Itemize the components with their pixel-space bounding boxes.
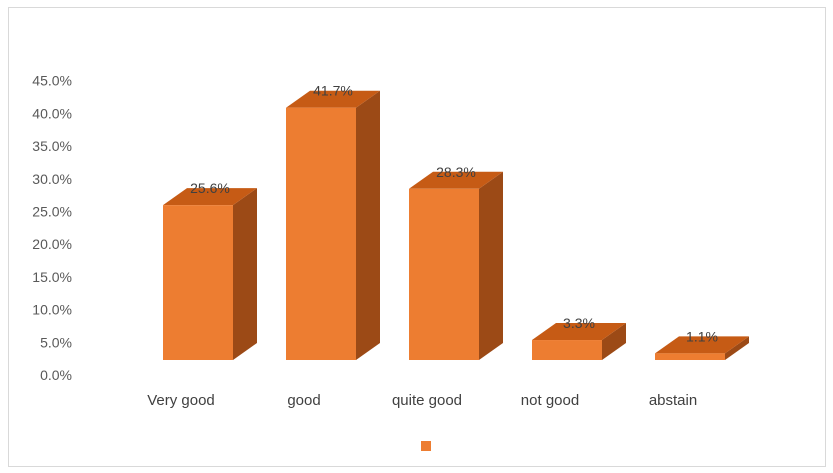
bar-side	[356, 90, 380, 360]
y-tick-label: 15.0%	[32, 269, 72, 285]
bar-side	[725, 336, 749, 360]
bar-good: 41.7%	[286, 83, 380, 360]
x-category-label: quite good	[392, 392, 462, 409]
bar-front	[163, 205, 233, 360]
y-tick-label: 25.0%	[32, 204, 72, 220]
bar-not-good: 3.3%	[532, 315, 626, 360]
y-tick-label: 40.0%	[32, 105, 72, 121]
bar-very-good: 25.6%	[163, 180, 257, 360]
data-label: 3.3%	[563, 315, 595, 331]
bar-front	[286, 107, 356, 360]
y-tick-label: 45.0%	[32, 73, 72, 89]
x-axis: Very good good quite good not good abstain	[147, 392, 697, 409]
bar-top	[409, 171, 503, 189]
bar-side	[602, 323, 626, 360]
data-label: 28.3%	[436, 164, 476, 180]
legend	[421, 441, 431, 451]
y-tick-label: 10.0%	[32, 302, 72, 318]
x-category-label: Very good	[147, 392, 215, 409]
bar-front	[409, 188, 479, 360]
y-tick-label: 35.0%	[32, 138, 72, 154]
y-tick-label: 30.0%	[32, 171, 72, 187]
bar-side	[233, 188, 257, 360]
y-tick-label: 0.0%	[40, 367, 72, 383]
bar-top	[163, 188, 257, 206]
y-axis: 0.0% 5.0% 10.0% 15.0% 20.0% 25.0% 30.0% 35.0% 40…	[32, 73, 72, 383]
data-label: 25.6%	[190, 180, 230, 196]
y-tick-label: 5.0%	[40, 334, 72, 350]
bar-quite-good: 28.3%	[409, 164, 503, 360]
data-label: 1.1%	[686, 328, 718, 344]
y-tick-label: 20.0%	[32, 236, 72, 252]
bar-abstain: 1.1%	[655, 328, 749, 360]
x-category-label: abstain	[649, 392, 697, 409]
bar-side	[479, 171, 503, 360]
x-category-label: good	[287, 392, 320, 409]
bar-front	[655, 353, 725, 360]
bar-top	[532, 323, 626, 341]
legend-swatch	[421, 441, 431, 451]
bar-top	[286, 90, 380, 108]
bars: 25.6% 41.7% 28.3% 3.3% 1.1%	[163, 83, 749, 360]
bar-front	[532, 340, 602, 360]
data-label: 41.7%	[313, 83, 353, 99]
x-category-label: not good	[521, 392, 579, 409]
bar-top	[655, 336, 749, 354]
